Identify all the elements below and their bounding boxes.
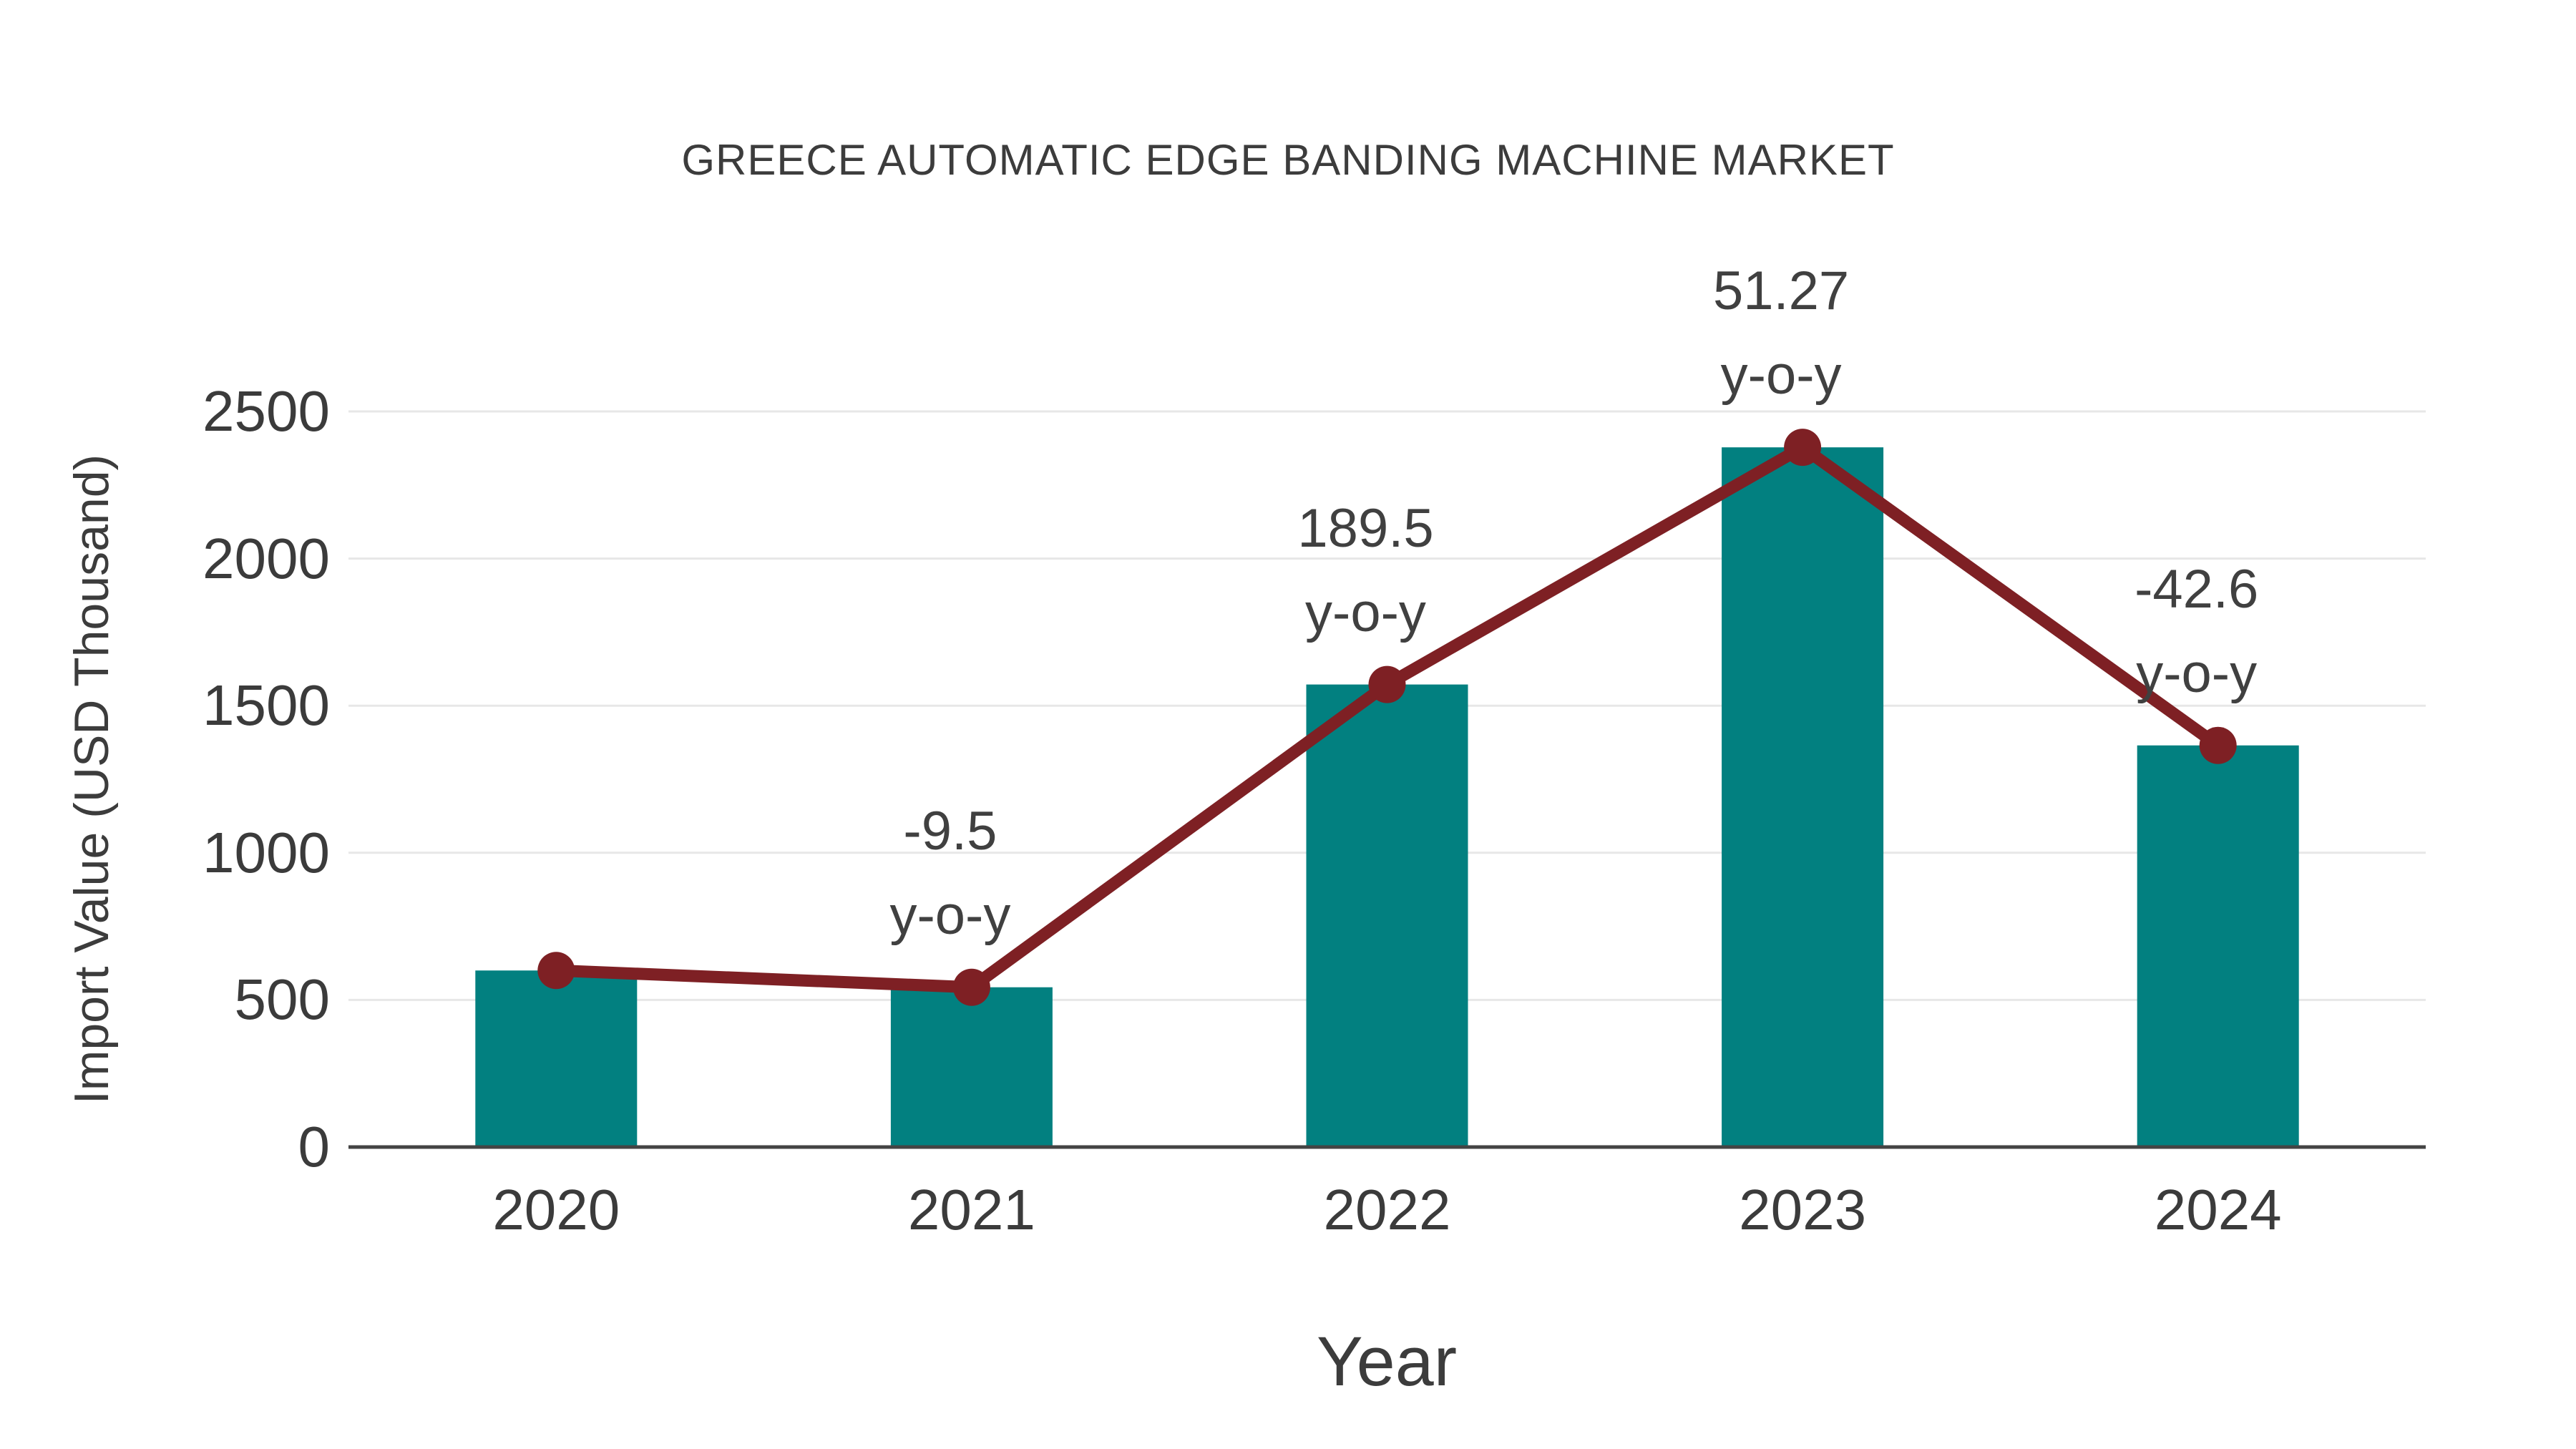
annotation-unit-2023: y-o-y	[1720, 345, 1842, 406]
bar-2023	[1722, 447, 1884, 1147]
y-tick-label-0: 0	[298, 1115, 331, 1179]
annotation-unit-2022: y-o-y	[1305, 582, 1426, 643]
x-tick-label-2024: 2024	[2154, 1178, 2282, 1241]
marker-2023	[1784, 429, 1822, 467]
annotation-value-2023: 51.27	[1713, 260, 1850, 322]
y-tick-label-500: 500	[234, 967, 330, 1032]
annotation-value-2024: -42.6	[2135, 558, 2259, 620]
bar-2021	[890, 987, 1053, 1147]
marker-2024	[2199, 726, 2237, 764]
y-tick-label-2500: 2500	[203, 379, 330, 443]
y-tick-label-2000: 2000	[203, 526, 330, 590]
annotation-value-2022: 189.5	[1297, 497, 1434, 559]
x-tick-label-2022: 2022	[1323, 1178, 1451, 1241]
y-tick-label-1500: 1500	[203, 673, 330, 738]
annotation-unit-2024: y-o-y	[2136, 643, 2258, 704]
x-tick-label-2021: 2021	[907, 1178, 1035, 1241]
annotation-unit-2021: y-o-y	[889, 884, 1011, 946]
marker-2022	[1368, 665, 1406, 703]
x-tick-label-2023: 2023	[1739, 1178, 1867, 1241]
x-axis-title: Year	[1317, 1322, 1457, 1400]
bar-2022	[1306, 684, 1468, 1147]
marker-2021	[952, 968, 990, 1006]
marker-2020	[537, 952, 575, 990]
annotation-value-2021: -9.5	[903, 800, 997, 862]
x-tick-label-2020: 2020	[492, 1178, 620, 1241]
bar-2020	[475, 970, 638, 1147]
y-tick-label-1000: 1000	[203, 820, 330, 884]
bar-2024	[2137, 745, 2299, 1147]
chart-title: GREECE AUTOMATIC EDGE BANDING MACHINE MA…	[681, 136, 1895, 184]
